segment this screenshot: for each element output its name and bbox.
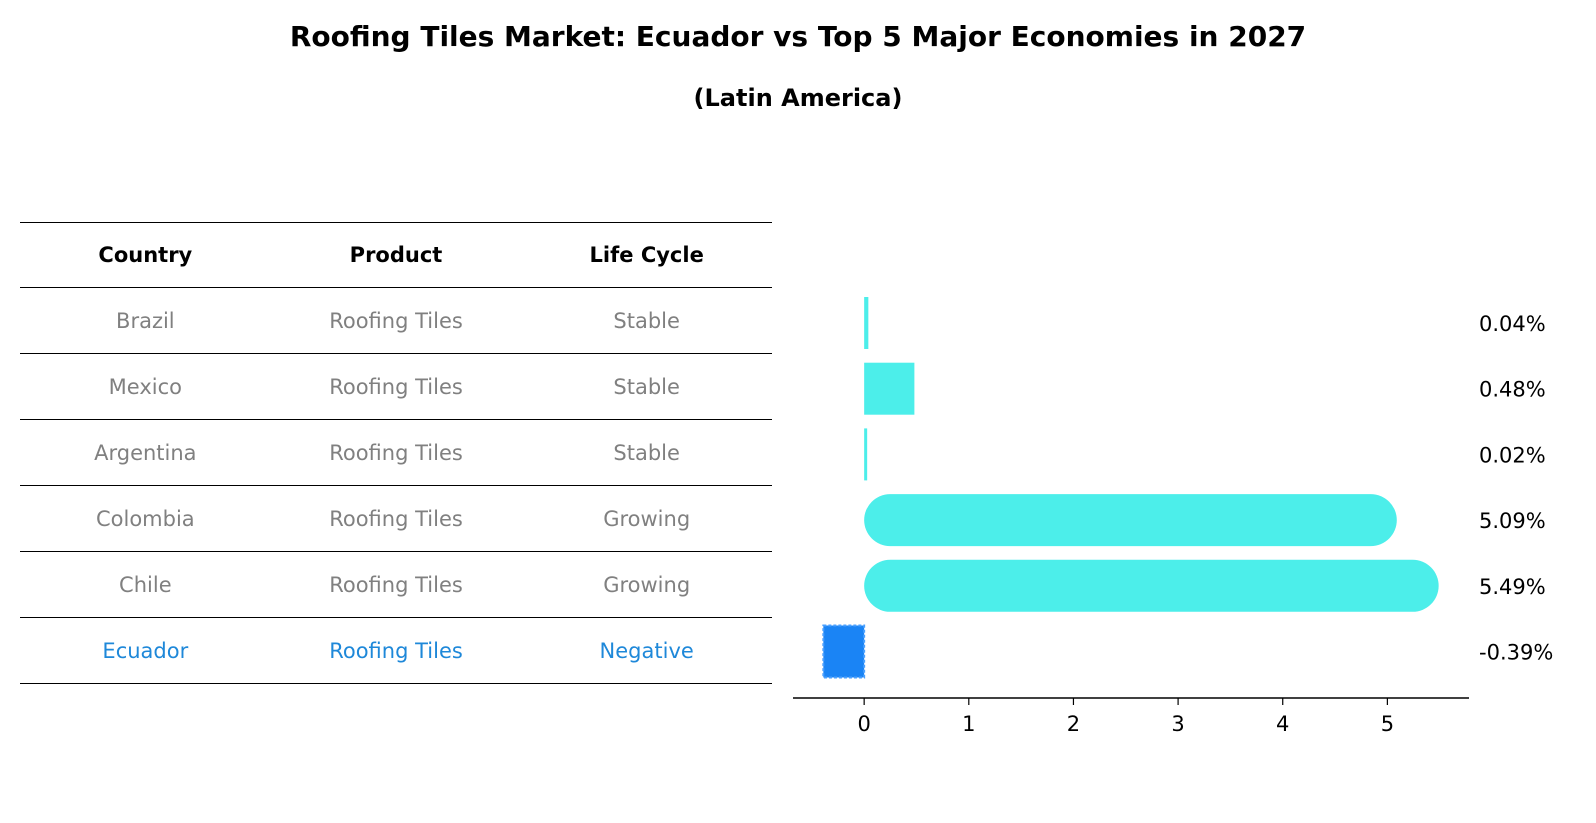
header-country: Country [98,243,193,267]
bar-brazil [864,297,869,349]
table-row: Argentina Roofing Tiles Stable [20,420,772,486]
cell-life-cycle: Negative [599,638,694,663]
cell-product: Roofing Tiles [329,374,463,399]
table-row-highlight: Ecuador Roofing Tiles Negative [20,618,772,684]
cell-country: Mexico [108,374,182,399]
value-label: 5.49% [1479,575,1546,599]
x-tick-label: 3 [1171,712,1184,736]
cell-country: Brazil [116,308,175,333]
cell-country: Argentina [94,440,197,465]
cell-life-cycle: Stable [613,308,680,333]
cell-life-cycle: Growing [603,506,691,531]
bar-argentina [864,428,868,481]
table-row: Chile Roofing Tiles Growing [20,552,772,618]
cell-product: Roofing Tiles [329,506,463,531]
table-row: Colombia Roofing Tiles Growing [20,486,772,552]
value-label: -0.39% [1479,641,1553,665]
x-tick-label: 2 [1067,712,1080,736]
cell-country: Ecuador [102,638,189,663]
cell-product: Roofing Tiles [329,440,463,465]
chart-subtitle: (Latin America) [693,84,903,112]
cell-life-cycle: Stable [613,374,680,399]
value-label: 5.09% [1479,509,1546,533]
x-tick-label: 4 [1276,712,1289,736]
cell-country: Chile [119,572,172,597]
country-table: Country Product Life Cycle Brazil Roofin… [20,222,772,684]
table-row: Mexico Roofing Tiles Stable [20,354,772,420]
bar-colombia [864,494,1397,547]
bar-mexico [864,362,915,415]
x-tick-label: 5 [1381,712,1394,736]
bar-ecuador [822,624,866,679]
value-label: 0.48% [1479,378,1546,402]
header-life-cycle: Life Cycle [589,243,704,267]
cell-life-cycle: Stable [613,440,680,465]
value-label: 0.02% [1479,443,1546,467]
x-tick-label: 0 [857,712,870,736]
table-header-row: Country Product Life Cycle [20,222,772,288]
cell-product: Roofing Tiles [329,638,463,663]
bar-chile [864,559,1439,612]
cell-country: Colombia [95,506,195,531]
cell-life-cycle: Growing [603,572,691,597]
value-label: 0.04% [1479,312,1546,336]
cell-product: Roofing Tiles [329,572,463,597]
table-row: Brazil Roofing Tiles Stable [20,288,772,354]
cell-product: Roofing Tiles [329,308,463,333]
chart-title: Roofing Tiles Market: Ecuador vs Top 5 M… [289,20,1307,53]
x-tick-label: 1 [962,712,975,736]
header-product: Product [349,243,443,267]
